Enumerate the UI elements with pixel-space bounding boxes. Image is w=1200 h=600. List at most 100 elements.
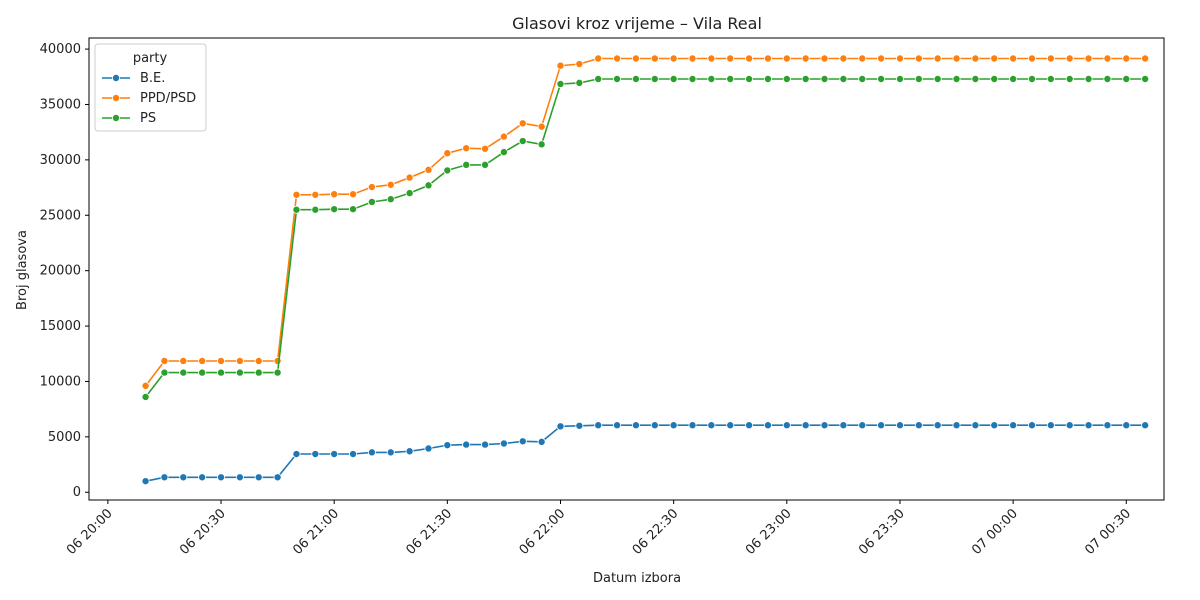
plot-area [88,37,1165,501]
data-point [688,54,697,63]
data-point [1046,74,1055,83]
data-point [499,132,508,141]
data-point [839,421,848,430]
data-point [707,54,716,63]
data-point [1084,421,1093,430]
data-point [707,74,716,83]
y-tick-label: 5000 [48,430,81,445]
data-point [1027,54,1036,63]
data-point [518,119,527,128]
y-tick-label: 20000 [40,264,81,279]
data-point [613,421,622,430]
data-point [858,54,867,63]
data-point [877,54,886,63]
data-point [217,356,226,365]
data-point [1141,74,1150,83]
data-point [990,421,999,430]
legend-marker [112,114,121,123]
y-tick-label: 0 [73,485,81,500]
data-point [820,54,829,63]
data-point [782,421,791,430]
legend-label: PS [140,111,156,126]
data-point [575,78,584,87]
data-point [763,74,772,83]
data-point [499,148,508,157]
data-point [292,450,301,459]
data-point [650,54,659,63]
y-tick-label: 30000 [40,153,81,168]
legend-item: B.E. [102,71,165,86]
data-point [292,205,301,214]
data-point [1065,421,1074,430]
data-point [367,448,376,457]
x-axis-label: Datum izbora [593,571,681,586]
data-point [330,190,339,199]
data-point [330,205,339,214]
data-point [839,54,848,63]
x-tick-label: 06 20:00 [64,506,116,558]
data-point [1122,74,1131,83]
data-point [1103,74,1112,83]
x-tick-label: 06 23:30 [856,506,908,558]
data-point [1009,421,1018,430]
data-point [481,160,490,169]
x-axis: 06 20:00 06 20:30 06 21:00 06 21:30 06 22:00… [64,500,1134,558]
data-point [745,421,754,430]
data-point [763,421,772,430]
data-point [914,421,923,430]
y-tick-label: 15000 [40,319,81,334]
data-point [575,421,584,430]
y-tick-label: 25000 [40,208,81,223]
data-point [443,149,452,158]
data-point [631,421,640,430]
x-tick-label: 06 20:30 [177,506,229,558]
data-point [688,74,697,83]
data-point [217,473,226,482]
data-point [1103,421,1112,430]
data-point [160,356,169,365]
data-point [311,205,320,214]
y-axis: 0 5000 10000 15000 20000 25000 30000 35000 40000 [40,42,89,500]
data-point [858,421,867,430]
x-tick-label: 06 21:30 [403,506,455,558]
y-tick-label: 40000 [40,42,81,57]
data-point [1141,421,1150,430]
data-point [971,421,980,430]
data-point [311,450,320,459]
data-point [386,180,395,189]
data-point [443,166,452,175]
data-point [801,74,810,83]
data-point [160,368,169,377]
series-ppd-psd [141,54,1150,390]
data-point [650,421,659,430]
data-point [198,473,207,482]
data-point [349,190,358,199]
data-point [594,74,603,83]
data-point [895,74,904,83]
data-point [424,181,433,190]
data-point [349,205,358,214]
x-tick-label: 06 21:00 [290,506,342,558]
data-point [405,447,414,456]
data-point [763,54,772,63]
legend: party B.E. PPD/PSD PS [94,43,207,132]
data-point [801,54,810,63]
data-point [537,437,546,446]
data-point [613,74,622,83]
data-point [462,440,471,449]
data-point [1084,54,1093,63]
legend-label: PPD/PSD [140,91,196,106]
data-point [349,450,358,459]
legend-box [94,43,207,132]
data-point [613,54,622,63]
data-point [254,356,263,365]
data-point [1084,74,1093,83]
x-tick-label: 06 22:00 [517,506,569,558]
data-point [877,74,886,83]
data-point [443,441,452,450]
legend-marker [112,94,121,103]
data-point [1009,54,1018,63]
data-point [801,421,810,430]
data-point [858,74,867,83]
x-tick-label: 07 00:30 [1082,506,1134,558]
